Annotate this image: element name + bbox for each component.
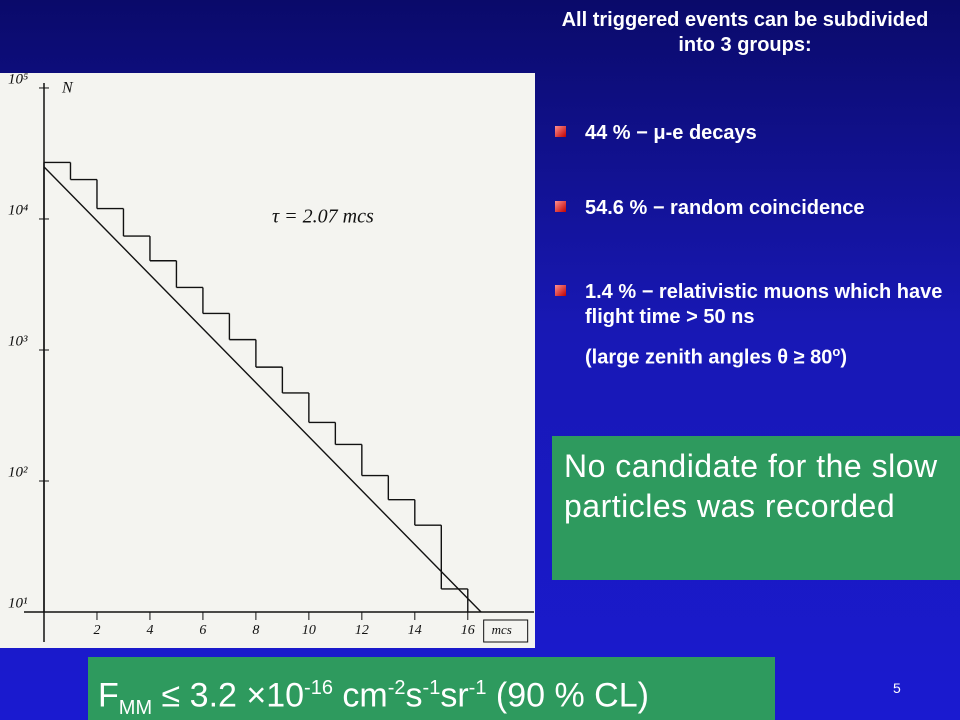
note: (large zenith angles θ ≥ 80o) bbox=[585, 344, 847, 370]
formula-base: cm bbox=[332, 676, 388, 715]
formula-sub: MM bbox=[118, 697, 153, 720]
x-tick-label: 4 bbox=[146, 623, 153, 638]
x-tick-label: 6 bbox=[199, 623, 206, 638]
x-tick-label: 2 bbox=[93, 623, 100, 638]
formula-sup: -16 bbox=[304, 677, 333, 699]
formula-base: ≤ 3.2 ×10 bbox=[152, 676, 305, 715]
formula-sup: -1 bbox=[422, 677, 441, 699]
callout: No candidate for the slow particles was … bbox=[552, 436, 960, 580]
fit-line bbox=[43, 166, 482, 613]
heading: All triggered events can be subdivided i… bbox=[561, 9, 929, 56]
y-tick-label: 10³ bbox=[8, 333, 28, 349]
formula-sup: -2 bbox=[387, 677, 406, 699]
note-text: (large zenith angles θ ≥ 80 bbox=[585, 346, 833, 369]
x-tick-label: 10 bbox=[302, 623, 316, 638]
y-tick-label: 10² bbox=[8, 464, 28, 480]
y-tick-label: 10¹ bbox=[8, 595, 28, 611]
y-tick-label: 10⁵ bbox=[8, 73, 28, 87]
y-tick-label: 10⁴ bbox=[8, 202, 28, 218]
formula-base: s bbox=[405, 676, 423, 715]
formula-base: (90 % CL) bbox=[486, 676, 649, 715]
page-number: 5 bbox=[893, 680, 901, 696]
x-axis-label: mcs bbox=[492, 622, 512, 637]
note-tail: ) bbox=[840, 346, 848, 369]
x-tick-label: 12 bbox=[355, 623, 369, 638]
bullet: 44 % − μ-e decays bbox=[555, 121, 955, 146]
x-label-box bbox=[483, 619, 529, 643]
x-tick-label: 16 bbox=[461, 623, 475, 638]
bullet: 54.6 % − random coincidence bbox=[555, 196, 955, 221]
x-tick-label: 14 bbox=[408, 623, 422, 638]
formula-sup: -1 bbox=[468, 677, 487, 699]
formula-base: F bbox=[98, 676, 119, 715]
y-axis-label: N bbox=[61, 80, 74, 97]
note-sup: o bbox=[832, 344, 841, 359]
bullet: 1.4 % − relativistic muons which have fl… bbox=[555, 280, 955, 330]
formula-base: sr bbox=[440, 676, 469, 715]
formula: FMM ≤ 3.2 ×10-16 cm-2s-1sr-1 (90 % CL) bbox=[88, 657, 775, 720]
annotation: τ = 2.07 mcs bbox=[272, 206, 374, 228]
x-tick-label: 8 bbox=[252, 623, 259, 638]
